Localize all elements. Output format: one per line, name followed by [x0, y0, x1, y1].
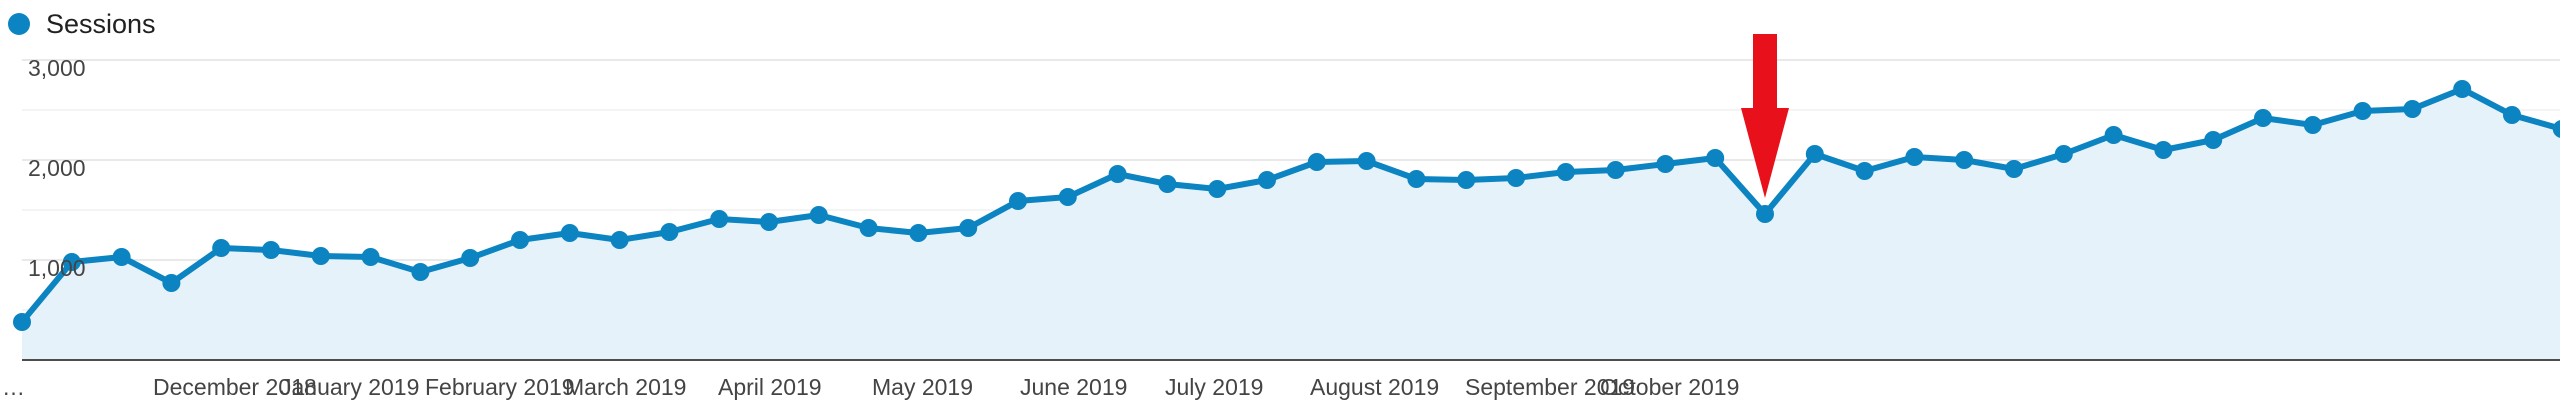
data-point	[2303, 116, 2322, 134]
data-point	[660, 223, 679, 241]
series-line-sessions	[19, 86, 2560, 325]
data-point	[212, 239, 231, 257]
y-tick-label: 2,000	[28, 155, 86, 181]
x-tick-label: December 2018	[153, 374, 317, 400]
x-tick-label: July 2019	[1165, 374, 1263, 400]
x-tick-label: August 2019	[1310, 374, 1439, 400]
data-point	[859, 219, 878, 237]
y-tick-label: 1,000	[28, 255, 86, 281]
data-point	[361, 248, 380, 266]
data-point	[2104, 126, 2123, 144]
data-point	[1307, 153, 1326, 171]
data-point	[610, 231, 629, 249]
data-point	[1706, 149, 1725, 167]
data-point	[112, 248, 131, 266]
data-point	[1556, 163, 1575, 181]
legend-label-sessions: Sessions	[46, 8, 156, 39]
x-tick-label: …	[2, 374, 25, 400]
data-point	[511, 231, 529, 249]
data-point	[162, 274, 181, 292]
data-point	[2403, 100, 2422, 118]
data-point	[1009, 192, 1027, 210]
data-point	[262, 241, 280, 259]
series-area-sessions	[22, 89, 2560, 360]
legend: Sessions	[8, 4, 156, 44]
data-point	[809, 206, 828, 224]
data-point	[1158, 175, 1177, 193]
data-point	[2005, 160, 2023, 178]
data-point	[411, 263, 430, 281]
data-point	[1855, 162, 1874, 180]
data-point	[909, 224, 928, 242]
data-point	[710, 210, 729, 228]
data-point	[1058, 188, 1077, 206]
data-point	[1805, 145, 1824, 163]
data-point	[760, 213, 778, 231]
x-tick-label: May 2019	[872, 374, 973, 400]
data-point	[560, 224, 579, 242]
x-tick-label: September 2019	[1465, 374, 1635, 400]
data-point	[311, 247, 330, 265]
data-point	[1457, 171, 1476, 189]
data-points	[13, 80, 2560, 331]
data-point	[1905, 148, 1924, 166]
data-point	[1357, 152, 1376, 170]
legend-swatch	[8, 13, 30, 35]
data-point	[1108, 165, 1127, 183]
data-point	[2453, 80, 2472, 98]
data-point	[1507, 169, 1525, 187]
data-point	[2503, 106, 2521, 124]
data-point	[2154, 141, 2173, 159]
data-point	[2054, 145, 2073, 163]
data-point	[1955, 151, 1974, 169]
x-tick-label: February 2019	[425, 374, 575, 400]
data-point	[13, 313, 31, 331]
x-tick-label: October 2019	[1600, 374, 1739, 400]
data-point	[1606, 161, 1625, 179]
data-point	[1656, 155, 1675, 173]
x-tick-label: March 2019	[565, 374, 686, 400]
x-tick-label: April 2019	[718, 374, 822, 400]
x-tick-label: January 2019	[280, 374, 419, 400]
data-point	[959, 219, 978, 237]
data-point	[2254, 109, 2272, 127]
annotation-arrow	[1741, 34, 1789, 198]
data-point	[461, 249, 480, 267]
data-point	[1407, 170, 1426, 188]
x-tick-label: June 2019	[1020, 374, 1127, 400]
data-point	[1756, 205, 1774, 223]
y-tick-label: 3,000	[28, 55, 86, 81]
data-point	[1258, 171, 1276, 189]
data-point	[1208, 180, 1227, 198]
data-point	[2552, 120, 2560, 138]
data-point	[2353, 102, 2372, 120]
data-point	[62, 253, 81, 271]
data-point	[2204, 131, 2223, 149]
